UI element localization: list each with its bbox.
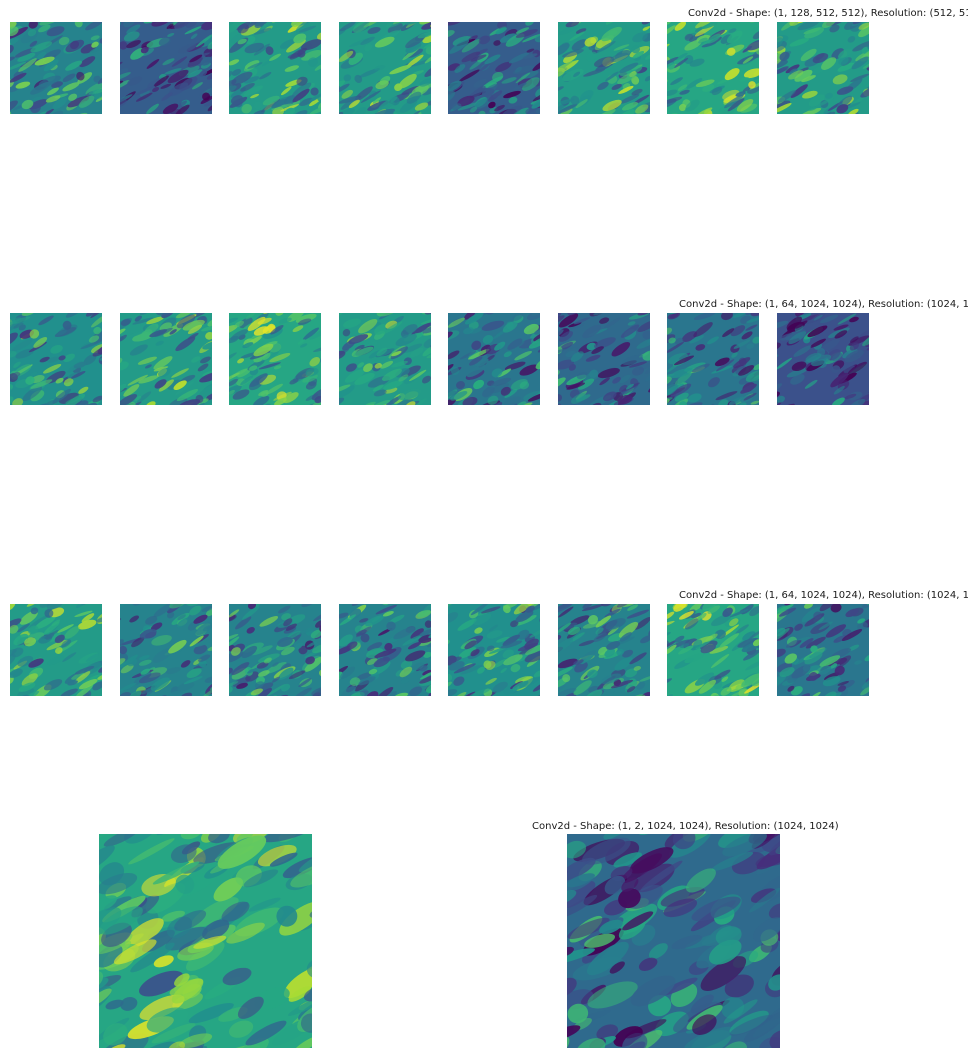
feature-map <box>667 313 759 405</box>
feature-map <box>558 604 650 696</box>
feature-map <box>448 313 540 405</box>
feature-map <box>10 22 102 114</box>
feature-map <box>448 604 540 696</box>
feature-map <box>777 22 869 114</box>
feature-map <box>339 604 431 696</box>
feature-map <box>99 834 312 1048</box>
row-title: Conv2d - Shape: (1, 128, 512, 512), Reso… <box>688 8 968 19</box>
feature-map <box>558 22 650 114</box>
row-title: Conv2d - Shape: (1, 64, 1024, 1024), Res… <box>679 590 968 601</box>
feature-map <box>339 22 431 114</box>
row-title: Conv2d - Shape: (1, 64, 1024, 1024), Res… <box>679 299 968 310</box>
feature-map <box>667 604 759 696</box>
feature-map <box>448 22 540 114</box>
feature-map <box>10 313 102 405</box>
row-title: Conv2d - Shape: (1, 2, 1024, 1024), Reso… <box>532 821 839 832</box>
feature-map <box>567 834 780 1048</box>
feature-map <box>120 22 212 114</box>
feature-map <box>777 604 869 696</box>
feature-map <box>120 313 212 405</box>
feature-map <box>558 313 650 405</box>
feature-map <box>229 22 321 114</box>
feature-map <box>667 22 759 114</box>
feature-map <box>10 604 102 696</box>
feature-map <box>229 313 321 405</box>
feature-map <box>120 604 212 696</box>
feature-map <box>339 313 431 405</box>
feature-map <box>229 604 321 696</box>
feature-map <box>777 313 869 405</box>
